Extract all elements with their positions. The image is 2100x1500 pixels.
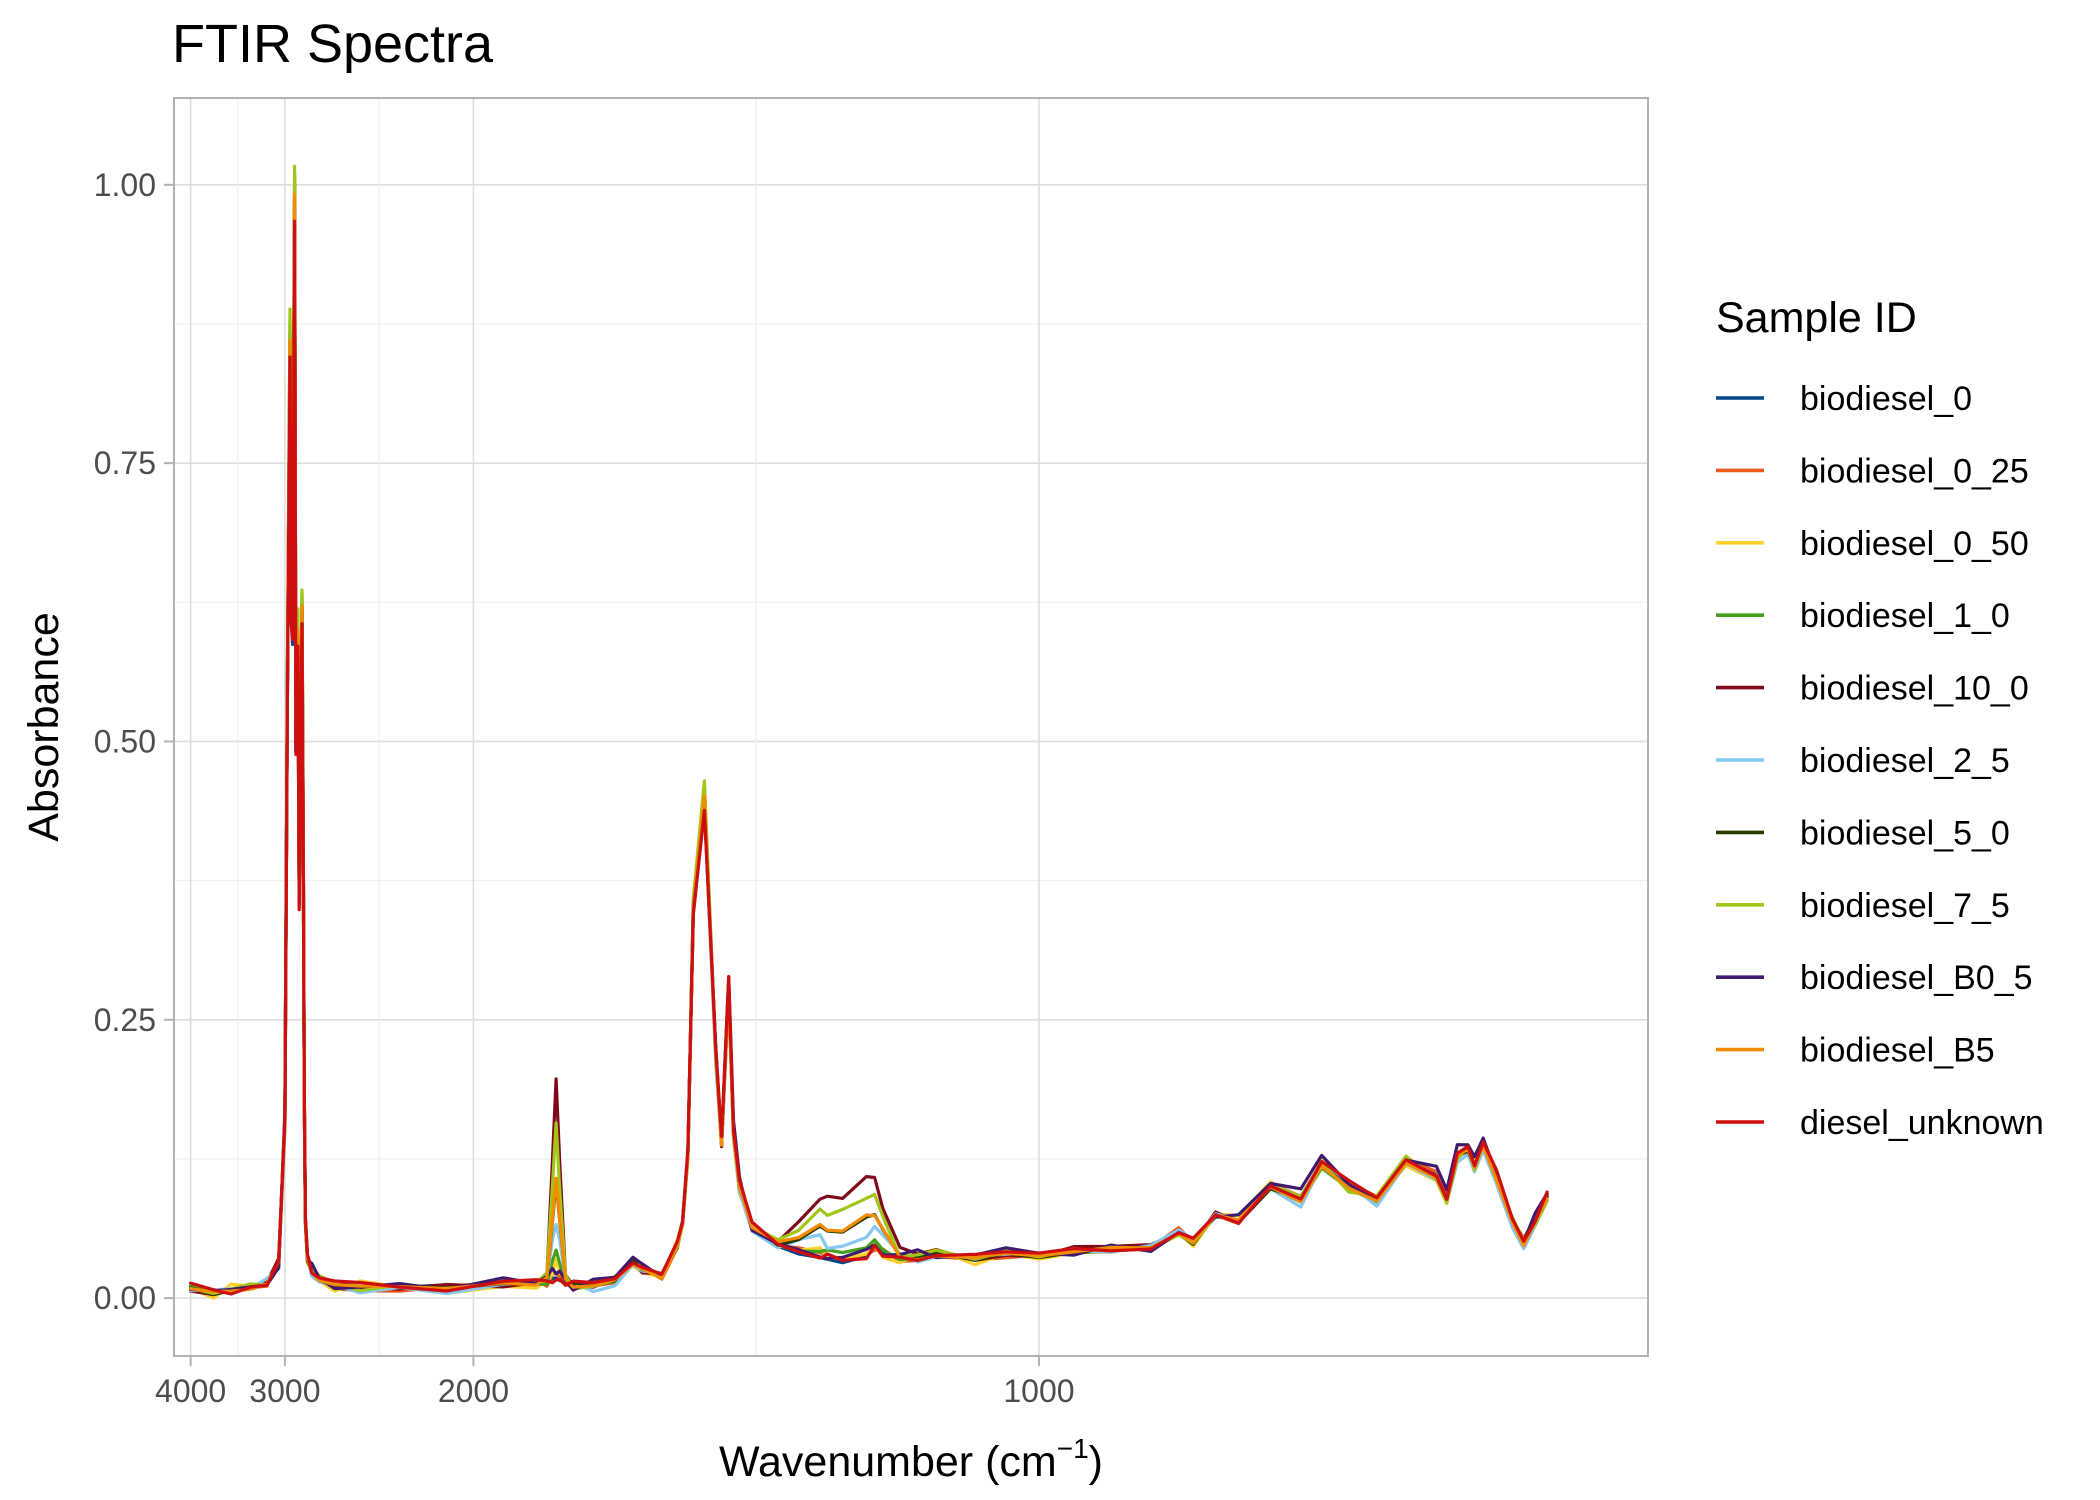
legend-title: Sample ID [1716, 294, 1917, 342]
x-axis-ticks: 4000 3000 2000 1000 [155, 1356, 1075, 1409]
legend-label: diesel_unknown [1800, 1104, 2044, 1142]
series-line-biodiesel_1_0 [189, 172, 1549, 1294]
legend: Sample ID biodiesel_0 biodiesel_0_25biodi… [1716, 294, 2044, 1142]
series-line-biodiesel_B0_5 [189, 204, 1549, 1293]
x-tick-label: 1000 [1003, 1373, 1074, 1409]
plot-panel-border [173, 97, 1649, 1357]
legend-label: biodiesel_7_5 [1800, 887, 2010, 925]
y-axis-title: Absorbance [20, 612, 68, 842]
legend-item: biodiesel_0 [1716, 380, 1972, 418]
legend-label: biodiesel_10_0 [1800, 670, 2029, 708]
legend-label: biodiesel_2_5 [1800, 742, 2010, 780]
y-axis-ticks: 0.00 0.25 0.50 0.75 1.00 [94, 167, 174, 1316]
series-line-biodiesel_10_0 [189, 195, 1549, 1297]
legend-item: biodiesel_B5 [1716, 1032, 1995, 1070]
legend-item: biodiesel_0_50 [1716, 525, 2029, 563]
x-tick-label: 2000 [438, 1373, 509, 1409]
legend-item: biodiesel_1_0 [1716, 597, 2010, 635]
legend-label: biodiesel_0_25 [1800, 452, 2029, 490]
chart-title: FTIR Spectra [172, 14, 494, 74]
x-tick-label: 4000 [155, 1373, 226, 1409]
series-line-biodiesel_0_25 [189, 191, 1549, 1296]
legend-item: biodiesel_5_0 [1716, 814, 2010, 852]
plot-series [189, 164, 1549, 1300]
series-line-biodiesel_B5 [189, 192, 1549, 1294]
series-line-biodiesel_0 [189, 215, 1549, 1294]
y-tick-label: 0.75 [94, 445, 156, 481]
y-tick-label: 1.00 [94, 167, 156, 203]
x-axis-title: Wavenumber (cm−1) [719, 1433, 1103, 1486]
series-line-biodiesel_7_5 [189, 164, 1549, 1296]
legend-item: biodiesel_10_0 [1716, 670, 2029, 708]
legend-label: biodiesel_5_0 [1800, 814, 2010, 852]
series-line-biodiesel_0_50 [189, 191, 1549, 1300]
series-line-biodiesel_2_5 [189, 200, 1549, 1296]
legend-label: biodiesel_1_0 [1800, 597, 2010, 635]
y-tick-label: 0.25 [94, 1002, 156, 1038]
y-tick-label: 0.50 [94, 723, 156, 759]
y-tick-label: 0.00 [94, 1280, 156, 1316]
legend-label: biodiesel_0_50 [1800, 525, 2029, 563]
legend-item: biodiesel_0_25 [1716, 452, 2029, 490]
legend-label: biodiesel_B5 [1800, 1032, 1995, 1070]
legend-item: biodiesel_B0_5 [1716, 959, 2033, 997]
series-line-biodiesel_5_0 [189, 182, 1549, 1296]
legend-item: biodiesel_7_5 [1716, 887, 2010, 925]
series-line-diesel_unknown [189, 219, 1549, 1296]
legend-label: biodiesel_B0_5 [1800, 959, 2033, 997]
legend-item: diesel_unknown [1716, 1104, 2044, 1142]
x-tick-label: 3000 [249, 1373, 320, 1409]
legend-item: biodiesel_2_5 [1716, 742, 2010, 780]
legend-label: biodiesel_0 [1800, 380, 1972, 418]
